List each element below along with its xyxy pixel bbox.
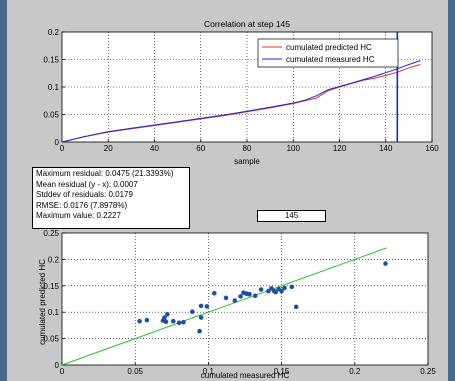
bottom-y-tick-label: 0.15 [43, 282, 59, 291]
top-x-tick-label: 100 [287, 144, 301, 153]
scatter-point [163, 319, 169, 325]
stat-mean-residual: Mean residual (y - x): 0.0007 [36, 179, 138, 189]
top-x-tick-label: 60 [196, 144, 205, 153]
scatter-point [176, 320, 182, 326]
top-x-tick-label: 80 [243, 144, 252, 153]
top-y-tick-label: 0 [55, 138, 60, 147]
bottom-x-tick-label: 0 [60, 367, 65, 376]
scatter-point [232, 298, 238, 303]
scatter-point [238, 294, 243, 299]
scatter-point [162, 315, 167, 320]
top-x-tick-label: 0 [60, 144, 65, 153]
top-x-tick-label: 160 [425, 144, 439, 153]
scatter-point [197, 328, 202, 334]
time-series-plot: Correlation at step 145 sample 0 20 40 60 80… [43, 19, 439, 166]
scatter-point [223, 295, 229, 301]
residual-stats-box: Maximum residual: 0.0475 (21.3393%) Mean… [32, 167, 190, 229]
top-x-tick-label: 120 [333, 144, 347, 153]
series-line-measured [61, 60, 421, 143]
bottom-y-tick-label: 0.2 [48, 255, 60, 264]
bottom-y-tick-label: 0.1 [48, 308, 60, 317]
scatter-point [266, 288, 271, 294]
scatter-point [247, 291, 252, 297]
stat-max-residual: Maximum residual: 0.0475 (21.3393%) [36, 169, 174, 178]
bottom-y-tick-label: 0 [55, 361, 60, 370]
scatter-point [273, 289, 279, 295]
top-x-tick-label: 20 [104, 144, 113, 153]
legend-box [257, 38, 399, 68]
scatter-point [269, 286, 274, 291]
scatter-point [279, 288, 284, 294]
stat-stddev-residuals: Stddev of residuals: 0.0179 [36, 190, 133, 199]
legend-label-predicted: cumulated predicted HC [286, 43, 372, 52]
scatter-point [171, 318, 176, 324]
bottom-axes-frame [61, 232, 429, 366]
scatter-point [289, 284, 295, 290]
bottom-x-tick-label: 0.25 [420, 367, 436, 376]
scatter-point [204, 304, 210, 309]
scatter-point [383, 261, 388, 266]
scatter-point [212, 290, 217, 296]
top-y-tick-label: 0.1 [48, 83, 60, 92]
bottom-x-tick-label: 0.1 [203, 367, 215, 376]
top-plot-xlabel: sample [234, 157, 260, 166]
scatter-point [198, 315, 204, 320]
scatter-point [293, 304, 299, 310]
scatter-point [190, 309, 195, 315]
bottom-plot-ylabel: cumulated predicted HC [38, 259, 47, 345]
top-y-tick-label: 0.15 [43, 56, 59, 65]
bottom-plot-xlabel: cumulated measured HC [201, 371, 290, 380]
scatter-point [258, 287, 264, 292]
scatter-plot: cumulated measured HC cumulated predicte… [38, 229, 436, 380]
bottom-y-tick-label: 0.05 [43, 335, 59, 344]
top-x-tick-label: 40 [150, 144, 159, 153]
top-x-tick-label: 140 [379, 144, 393, 153]
top-plot-title: Correlation at step 145 [204, 19, 290, 29]
scatter-point [282, 285, 287, 291]
top-y-tick-label: 0.2 [48, 28, 60, 37]
bottom-x-tick-label: 0.15 [274, 367, 290, 376]
scatter-point [165, 312, 170, 317]
top-y-tick-label: 0.05 [43, 111, 59, 120]
stat-rmse: RMSE: 0.0176 (7.8978%) [36, 200, 128, 210]
identity-line [61, 247, 388, 366]
bottom-x-tick-label: 0.2 [349, 367, 361, 376]
scatter-point [181, 319, 186, 325]
step-field[interactable]: 145 [257, 210, 326, 222]
stat-max-value: Maximum value: 0.2227 [36, 211, 121, 220]
bottom-x-tick-label: 0.05 [127, 367, 143, 376]
scatter-point [252, 293, 258, 299]
scatter-point [198, 303, 204, 309]
scatter-point [144, 317, 150, 323]
legend-label-measured: cumulated measured HC [286, 55, 375, 64]
bottom-y-tick-label: 0.25 [43, 229, 59, 238]
scatter-point [137, 318, 142, 324]
